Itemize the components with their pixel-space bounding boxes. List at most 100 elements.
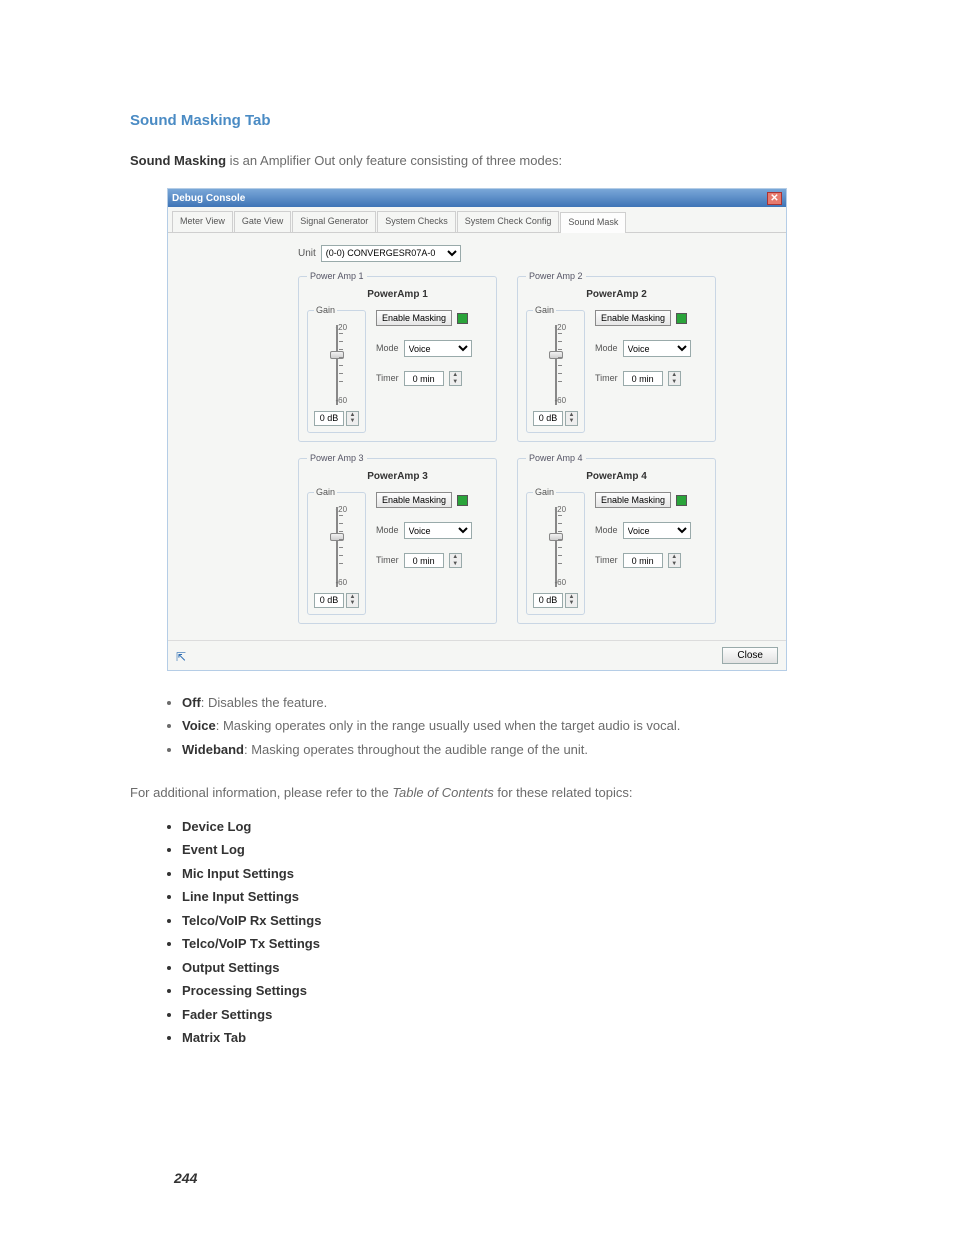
gain-fieldset: Gain -20 -60 ▲▼	[307, 486, 366, 615]
gain-slider[interactable]: -20 -60	[322, 504, 352, 589]
masking-indicator-icon	[676, 313, 687, 324]
mode-select[interactable]: Voice	[623, 522, 691, 539]
mode-name: Wideband	[182, 742, 244, 757]
timer-label: Timer	[595, 554, 618, 568]
topics-list: Device Log Event Log Mic Input Settings Lin…	[130, 817, 824, 1048]
gain-scale-bottom: -60	[336, 577, 348, 589]
modes-list: Off: Disables the feature. Voice: Masking…	[130, 693, 824, 760]
mode-select[interactable]: Voice	[404, 340, 472, 357]
amp-title: PowerAmp 2	[526, 287, 707, 302]
amp-legend: Power Amp 4	[526, 452, 586, 466]
power-amp-fieldset: Power Amp 1 PowerAmp 1 Gain -20 -60 ▲▼	[298, 270, 497, 442]
tab-signal-generator[interactable]: Signal Generator	[292, 211, 376, 232]
mode-label: Mode	[376, 524, 399, 538]
timer-input[interactable]	[404, 553, 444, 568]
gain-slider[interactable]: -20 -60	[322, 322, 352, 407]
power-amp-fieldset: Power Amp 3 PowerAmp 3 Gain -20 -60 ▲▼	[298, 452, 497, 624]
tab-meter-view[interactable]: Meter View	[172, 211, 233, 232]
console-body: Unit (0-0) CONVERGESR07A-0 Power Amp 1 P…	[168, 233, 786, 640]
related-paragraph: For additional information, please refer…	[130, 783, 824, 803]
mode-desc: : Masking operates only in the range usu…	[216, 718, 681, 733]
unit-select[interactable]: (0-0) CONVERGESR07A-0	[321, 245, 461, 262]
timer-input[interactable]	[404, 371, 444, 386]
gain-value-input[interactable]	[314, 411, 344, 426]
gain-value-input[interactable]	[533, 411, 563, 426]
topic-item: Matrix Tab	[182, 1028, 824, 1048]
gain-stepper[interactable]: ▲▼	[346, 411, 359, 426]
intro-rest: is an Amplifier Out only feature consist…	[226, 153, 562, 168]
gain-value-input[interactable]	[314, 593, 344, 608]
power-amp-fieldset: Power Amp 4 PowerAmp 4 Gain -20 -60 ▲▼	[517, 452, 716, 624]
amp-legend: Power Amp 2	[526, 270, 586, 284]
gain-fieldset: Gain -20 -60 ▲▼	[307, 304, 366, 433]
pin-icon[interactable]: ⇱	[176, 648, 190, 662]
enable-masking-button[interactable]: Enable Masking	[376, 492, 452, 508]
timer-stepper[interactable]: ▲▼	[668, 553, 681, 568]
intro-bold: Sound Masking	[130, 153, 226, 168]
tab-system-checks[interactable]: System Checks	[377, 211, 456, 232]
gain-stepper[interactable]: ▲▼	[565, 593, 578, 608]
section-title: Sound Masking Tab	[130, 110, 824, 133]
timer-input[interactable]	[623, 371, 663, 386]
related-post: for these related topics:	[494, 785, 633, 800]
tab-system-check-config[interactable]: System Check Config	[457, 211, 560, 232]
mode-label: Mode	[595, 524, 618, 538]
gain-slider[interactable]: -20 -60	[541, 504, 571, 589]
topic-item: Mic Input Settings	[182, 864, 824, 884]
mode-label: Mode	[376, 342, 399, 356]
tabstrip: Meter ViewGate ViewSignal GeneratorSyste…	[168, 207, 786, 233]
related-italic: Table of Contents	[392, 785, 493, 800]
gain-scale-bottom: -60	[555, 577, 567, 589]
gain-stepper[interactable]: ▲▼	[346, 593, 359, 608]
gain-stepper[interactable]: ▲▼	[565, 411, 578, 426]
related-pre: For additional information, please refer…	[130, 785, 392, 800]
gain-legend: Gain	[314, 304, 337, 318]
gain-value-input[interactable]	[533, 593, 563, 608]
topic-item: Telco/VoIP Rx Settings	[182, 911, 824, 931]
timer-stepper[interactable]: ▲▼	[449, 371, 462, 386]
window-title: Debug Console	[172, 191, 767, 206]
topic-item: Processing Settings	[182, 981, 824, 1001]
mode-item: Voice: Masking operates only in the rang…	[182, 716, 824, 736]
gain-scale-bottom: -60	[336, 395, 348, 407]
mode-select[interactable]: Voice	[623, 340, 691, 357]
unit-row: Unit (0-0) CONVERGESR07A-0	[298, 245, 716, 262]
mode-desc: : Disables the feature.	[201, 695, 327, 710]
enable-masking-button[interactable]: Enable Masking	[376, 310, 452, 326]
power-amp-fieldset: Power Amp 2 PowerAmp 2 Gain -20 -60 ▲▼	[517, 270, 716, 442]
close-button[interactable]: Close	[722, 647, 778, 664]
mode-desc: : Masking operates throughout the audibl…	[244, 742, 588, 757]
tab-sound-mask[interactable]: Sound Mask	[560, 212, 626, 233]
titlebar: Debug Console ✕	[168, 189, 786, 207]
mode-item: Off: Disables the feature.	[182, 693, 824, 713]
gain-legend: Gain	[533, 486, 556, 500]
enable-masking-button[interactable]: Enable Masking	[595, 492, 671, 508]
timer-stepper[interactable]: ▲▼	[449, 553, 462, 568]
debug-console-window: Debug Console ✕ Meter ViewGate ViewSigna…	[167, 188, 787, 671]
mode-select[interactable]: Voice	[404, 522, 472, 539]
gain-scale-bottom: -60	[555, 395, 567, 407]
tab-gate-view[interactable]: Gate View	[234, 211, 291, 232]
mode-label: Mode	[595, 342, 618, 356]
timer-input[interactable]	[623, 553, 663, 568]
timer-label: Timer	[376, 554, 399, 568]
timer-stepper[interactable]: ▲▼	[668, 371, 681, 386]
gain-fieldset: Gain -20 -60 ▲▼	[526, 304, 585, 433]
topic-item: Output Settings	[182, 958, 824, 978]
enable-masking-button[interactable]: Enable Masking	[595, 310, 671, 326]
topic-item: Event Log	[182, 840, 824, 860]
topic-item: Line Input Settings	[182, 887, 824, 907]
topic-item: Device Log	[182, 817, 824, 837]
gain-slider[interactable]: -20 -60	[541, 322, 571, 407]
amp-legend: Power Amp 3	[307, 452, 367, 466]
masking-indicator-icon	[457, 495, 468, 506]
gain-fieldset: Gain -20 -60 ▲▼	[526, 486, 585, 615]
window-close-icon[interactable]: ✕	[767, 192, 782, 205]
gain-legend: Gain	[533, 304, 556, 318]
mode-item: Wideband: Masking operates throughout th…	[182, 740, 824, 760]
intro-text: Sound Masking is an Amplifier Out only f…	[130, 151, 824, 171]
masking-indicator-icon	[457, 313, 468, 324]
topic-item: Fader Settings	[182, 1005, 824, 1025]
amps-grid: Power Amp 1 PowerAmp 1 Gain -20 -60 ▲▼	[298, 270, 716, 624]
topic-item: Telco/VoIP Tx Settings	[182, 934, 824, 954]
